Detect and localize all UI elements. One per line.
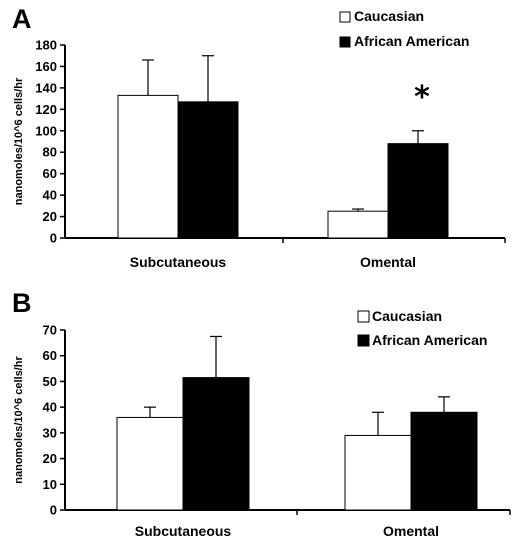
significance-marker: * [414,80,430,115]
legend-swatch [357,310,370,323]
y-tick-label: 60 [43,166,57,181]
bar-caucasian [117,94,179,239]
y-axis-label: nanomoles/10^6 cells/hr [13,77,25,205]
y-tick-label: 20 [43,209,57,224]
y-tick-label: 50 [43,374,57,389]
legend-swatch [357,334,370,347]
bar-african-american [410,411,478,511]
legend-label: African American [354,33,469,49]
legend-label: African American [372,332,487,348]
bar-caucasian [344,434,412,511]
category-label: Omental [360,254,416,270]
y-tick-label: 20 [43,451,57,466]
legend: Caucasian African American [339,8,469,49]
bar-african-american [182,377,250,511]
y-tick-label: 40 [43,188,57,203]
y-tick-label: 80 [43,145,57,160]
panel-label: A [12,4,32,34]
y-tick-label: 70 [43,323,57,338]
bar-african-american [177,101,239,239]
y-tick-label: 0 [50,231,57,246]
y-tick-label: 100 [35,123,57,138]
category-label: Omental [383,523,439,539]
bar-caucasian [327,210,389,239]
y-tick-label: 60 [43,348,57,363]
legend: Caucasian African American [357,308,487,348]
y-tick-label: 180 [35,38,57,53]
y-axis-label: nanomoles/10^6 cells/hr [13,356,25,484]
legend-swatch [339,36,351,48]
legend-label: Caucasian [372,308,442,324]
bar-african-american [387,143,449,239]
legend-swatch [339,11,351,23]
y-tick-label: 10 [43,477,57,492]
bar-caucasian [116,416,184,511]
panel-label: B [12,288,32,318]
chart-panel-A: A 0 20 40 60 80 100 120 140 160 180 nanomoles/10^6 … [12,4,506,270]
chart-panel-B: B 0 10 20 30 40 50 60 70 nanomoles/10^6 cells/hr S… [12,288,511,539]
y-tick-label: 160 [35,59,57,74]
y-tick-label: 120 [35,102,57,117]
category-label: Subcutaneous [130,254,227,270]
y-tick-label: 140 [35,80,57,95]
y-tick-label: 30 [43,425,57,440]
y-tick-label: 40 [43,400,57,415]
category-label: Subcutaneous [135,523,232,539]
y-tick-label: 0 [50,503,57,518]
legend-label: Caucasian [354,8,424,24]
